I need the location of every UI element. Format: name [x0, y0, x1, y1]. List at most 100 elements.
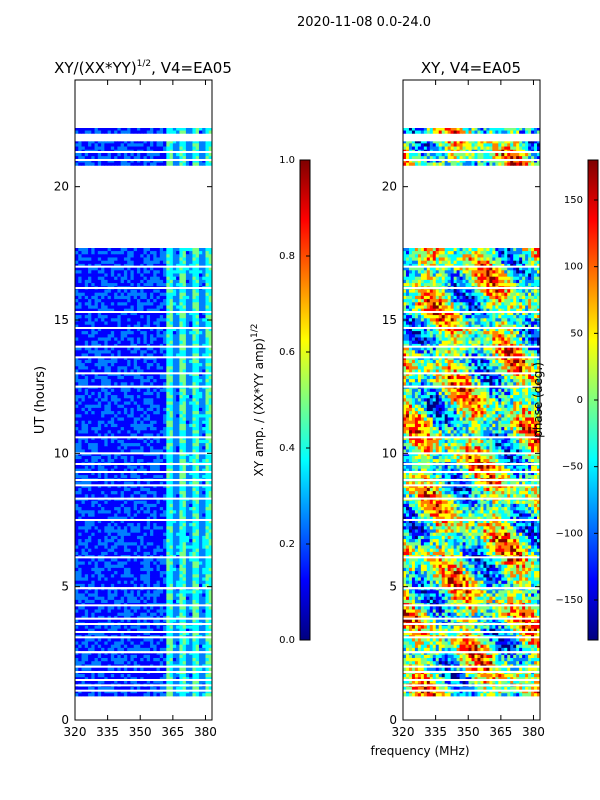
amplitude-cell	[104, 487, 109, 492]
amplitude-cell	[166, 637, 170, 642]
amplitude-cell	[150, 324, 154, 328]
amplitude-cell	[166, 337, 170, 341]
amplitude-cell	[202, 468, 206, 472]
amplitude-cell	[195, 420, 200, 424]
amplitude-cell	[123, 605, 128, 610]
amplitude-cell	[120, 577, 125, 581]
amplitude-cell	[163, 420, 167, 424]
amplitude-cell	[198, 362, 203, 367]
amplitude-cell	[169, 471, 174, 476]
amplitude-cell	[133, 509, 138, 514]
amplitude-cell	[123, 506, 128, 511]
amplitude-cell	[133, 471, 138, 476]
amplitude-cell	[169, 637, 174, 642]
amplitude-cell	[127, 378, 131, 383]
amplitude-cell	[202, 538, 206, 543]
amplitude-cell	[117, 605, 122, 610]
amplitude-cell	[202, 667, 206, 671]
amplitude-cell	[133, 545, 138, 549]
amplitude-cell	[198, 654, 203, 658]
amplitude-cell	[169, 503, 174, 508]
amplitude-cell	[146, 420, 151, 424]
amplitude-cell	[146, 333, 151, 338]
amplitude-cell	[136, 365, 141, 370]
amplitude-cell	[156, 359, 161, 364]
amplitude-cell	[198, 522, 203, 527]
amplitude-cell	[110, 391, 115, 396]
amplitude-cell	[140, 589, 144, 594]
amplitude-cell	[166, 388, 170, 392]
amplitude-cell	[169, 429, 174, 434]
amplitude-cell	[133, 654, 138, 658]
amplitude-cell	[156, 337, 161, 341]
amplitude-cell	[136, 426, 141, 431]
amplitude-cell	[94, 680, 99, 684]
amplitude-cell	[202, 561, 206, 565]
amplitude-cell	[182, 413, 187, 418]
amplitude-cell	[114, 513, 118, 517]
amplitude-cell	[159, 541, 164, 546]
amplitude-cell	[169, 407, 174, 412]
amplitude-cell	[88, 532, 92, 536]
amplitude-cell	[172, 439, 177, 444]
amplitude-cell	[185, 442, 190, 447]
amplitude-cell	[150, 458, 154, 463]
amplitude-cell	[163, 506, 167, 511]
amplitude-cell	[88, 660, 92, 665]
amplitude-cell	[130, 625, 135, 629]
amplitude-cell	[94, 458, 99, 463]
amplitude-cell	[150, 407, 154, 412]
amplitude-cell	[97, 628, 102, 632]
amplitude-cell	[91, 599, 95, 604]
amplitude-cell	[81, 561, 86, 565]
amplitude-cell	[153, 506, 157, 511]
amplitude-cell	[208, 637, 212, 642]
amplitude-cell	[117, 653, 122, 655]
amplitude-cell	[78, 593, 82, 597]
amplitude-cell	[114, 625, 118, 629]
amplitude-cell	[169, 545, 174, 549]
amplitude-cell	[205, 538, 210, 543]
amplitude-cell	[153, 519, 157, 524]
amplitude-cell	[97, 340, 102, 344]
amplitude-cell	[143, 519, 148, 524]
amplitude-cell	[117, 529, 122, 533]
amplitude-cell	[114, 509, 118, 514]
amplitude-cell	[166, 513, 170, 517]
amplitude-cell	[176, 628, 180, 632]
amplitude-cell	[182, 407, 187, 412]
amplitude-cell	[130, 618, 135, 623]
amplitude-cell	[179, 378, 184, 383]
amplitude-cell	[143, 647, 148, 652]
amplitude-cell	[75, 513, 79, 517]
amplitude-cell	[143, 653, 148, 655]
amplitude-cell	[127, 654, 131, 658]
amplitude-cell	[156, 465, 161, 469]
amplitude-cell	[143, 605, 148, 610]
amplitude-cell	[114, 612, 118, 616]
amplitude-cell	[192, 317, 197, 322]
amplitude-cell	[78, 628, 82, 632]
amplitude-cell	[195, 340, 200, 344]
amplitude-cell	[136, 493, 141, 498]
amplitude-cell	[143, 397, 148, 402]
amplitude-cell	[146, 471, 151, 476]
amplitude-cell	[153, 637, 157, 642]
amplitude-cell	[84, 442, 89, 447]
amplitude-cell	[88, 333, 92, 338]
amplitude-cell	[123, 561, 128, 565]
amplitude-cell	[140, 487, 144, 492]
amplitude-cell	[192, 423, 197, 428]
amplitude-cell	[136, 538, 141, 543]
amplitude-cell	[202, 641, 206, 645]
amplitude-cell	[81, 388, 86, 392]
amplitude-cell	[185, 519, 190, 524]
amplitude-cell	[75, 557, 79, 562]
amplitude-cell	[179, 509, 184, 514]
amplitude-cell	[163, 410, 167, 415]
amplitude-cell	[169, 490, 174, 495]
amplitude-cell	[81, 573, 86, 578]
amplitude-cell	[150, 564, 154, 568]
amplitude-cell	[163, 471, 167, 476]
amplitude-cell	[91, 596, 95, 600]
